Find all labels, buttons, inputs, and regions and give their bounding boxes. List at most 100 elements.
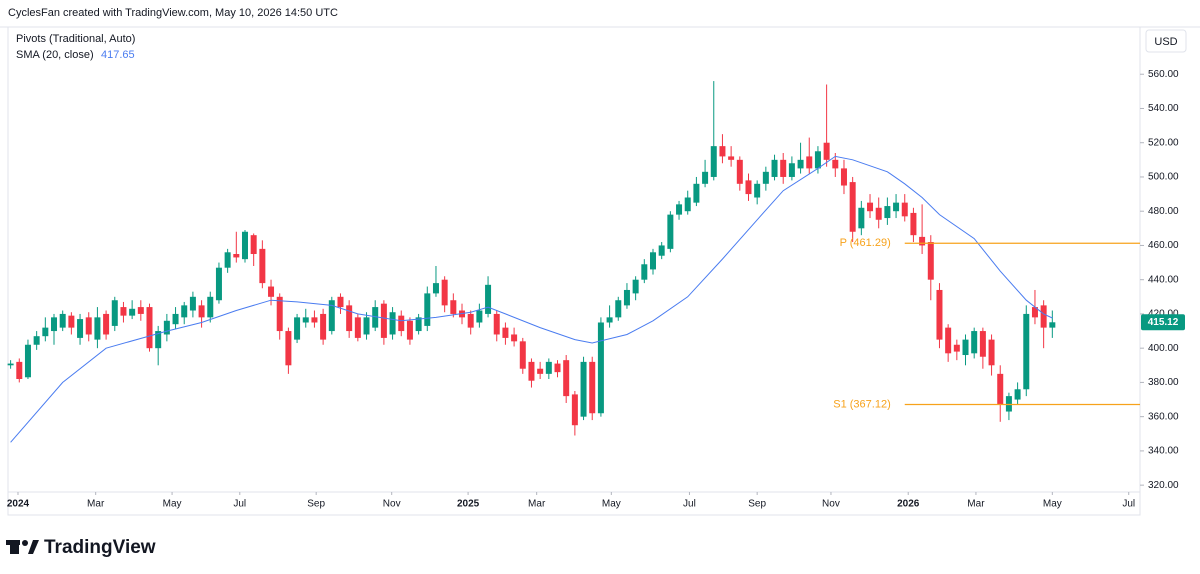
candle-body (589, 361, 596, 414)
candle-body (311, 317, 318, 323)
candle-body (1014, 389, 1021, 400)
candle-body (736, 159, 743, 184)
candle-body (858, 207, 865, 229)
candle-body (554, 363, 561, 373)
x-tick-label: May (602, 499, 621, 510)
candle-body (259, 248, 266, 284)
candle-body (806, 156, 813, 169)
candle-body (676, 204, 683, 215)
candle-body (623, 289, 630, 306)
candle-body (945, 327, 952, 354)
candle-body (502, 327, 509, 338)
candle-body (354, 317, 361, 338)
candle-body (432, 283, 439, 294)
candle-body (485, 284, 492, 314)
sma-line (10, 155, 1053, 443)
last-price-box (1141, 314, 1185, 331)
candle-body (224, 252, 231, 268)
candle-body (971, 331, 978, 354)
candle-body (910, 212, 917, 236)
candle-body (684, 197, 691, 212)
candle-body (406, 320, 413, 340)
logo: TradingView (6, 537, 156, 558)
candle-body (120, 307, 127, 316)
x-tick-label: May (163, 499, 182, 510)
candle-body (320, 313, 327, 340)
candle-body (658, 245, 665, 256)
candle-body (519, 341, 526, 369)
y-tick-label: 440.00 (1148, 274, 1179, 285)
candle-body (1031, 307, 1038, 318)
candle-body (302, 317, 309, 323)
x-tick-label: Jul (1122, 499, 1135, 510)
candle-body (919, 236, 926, 246)
candle-body (936, 289, 943, 340)
candle-body (294, 317, 301, 340)
x-tick-label: Jul (683, 499, 696, 510)
candle-body (884, 206, 891, 219)
candle-body (511, 334, 518, 342)
candle-body (875, 207, 882, 220)
candle-body (693, 183, 700, 203)
candle-body (137, 307, 144, 314)
candle-body (849, 182, 856, 232)
candle-body (476, 310, 483, 323)
last-price-label: 415.12 (1148, 317, 1179, 328)
candle-body (814, 151, 821, 169)
candle-body (1049, 322, 1056, 328)
candle-body (181, 305, 188, 318)
candle-body (571, 394, 578, 426)
x-tick-label: Sep (748, 499, 766, 510)
currency[interactable]: USD (1154, 36, 1177, 48)
candle-body (597, 322, 604, 414)
currency-button[interactable] (1145, 29, 1187, 53)
y-tick-label: 400.00 (1148, 343, 1179, 354)
candle-body (103, 313, 110, 335)
candle-body (363, 317, 370, 335)
candle-body (94, 317, 101, 340)
candle-body (528, 361, 535, 381)
candle-body (979, 331, 986, 357)
candle-body (1005, 396, 1012, 412)
candle-body (580, 361, 587, 417)
candle-body (207, 296, 214, 318)
plot: P (461.29) S1 (367.12) (7, 81, 1140, 443)
candle-body (163, 320, 170, 335)
candle-body (1023, 313, 1030, 390)
x-tick-label: May (1043, 499, 1062, 510)
candle-body (346, 305, 353, 332)
brand: TradingView (44, 537, 156, 558)
candle-body (545, 361, 552, 374)
candle-body (840, 168, 847, 186)
x-tick-label: Nov (822, 499, 840, 510)
candle-body (68, 315, 75, 328)
candle-body (233, 254, 240, 258)
candle-body (988, 339, 995, 366)
candle-body (380, 303, 387, 338)
candle-body (710, 146, 717, 177)
candle-body (953, 344, 960, 352)
y-tick-label: 520.00 (1148, 137, 1179, 148)
candle-body (24, 344, 31, 378)
candle-body (372, 307, 379, 328)
candle-body (111, 300, 118, 326)
candle-body (189, 296, 196, 311)
candle-body (276, 296, 283, 332)
candle-body (51, 317, 58, 332)
candle-body (16, 361, 23, 379)
candle-body (337, 296, 344, 308)
candle-body (250, 235, 257, 255)
candle-body (268, 286, 275, 297)
candle-body (7, 363, 14, 366)
candle-body (649, 252, 656, 270)
pivot-label: S1 (367.12) (833, 398, 890, 410)
candle-body (641, 264, 648, 280)
candle-body (771, 159, 778, 177)
x-tick-label: Mar (87, 499, 105, 510)
x-tick-label: Sep (307, 499, 325, 510)
candle-body (893, 202, 900, 212)
x-tick-label: 2024 (7, 499, 30, 510)
x-tick-label: Mar (967, 499, 985, 510)
candle-body (997, 373, 1004, 405)
candle-body (129, 308, 136, 316)
